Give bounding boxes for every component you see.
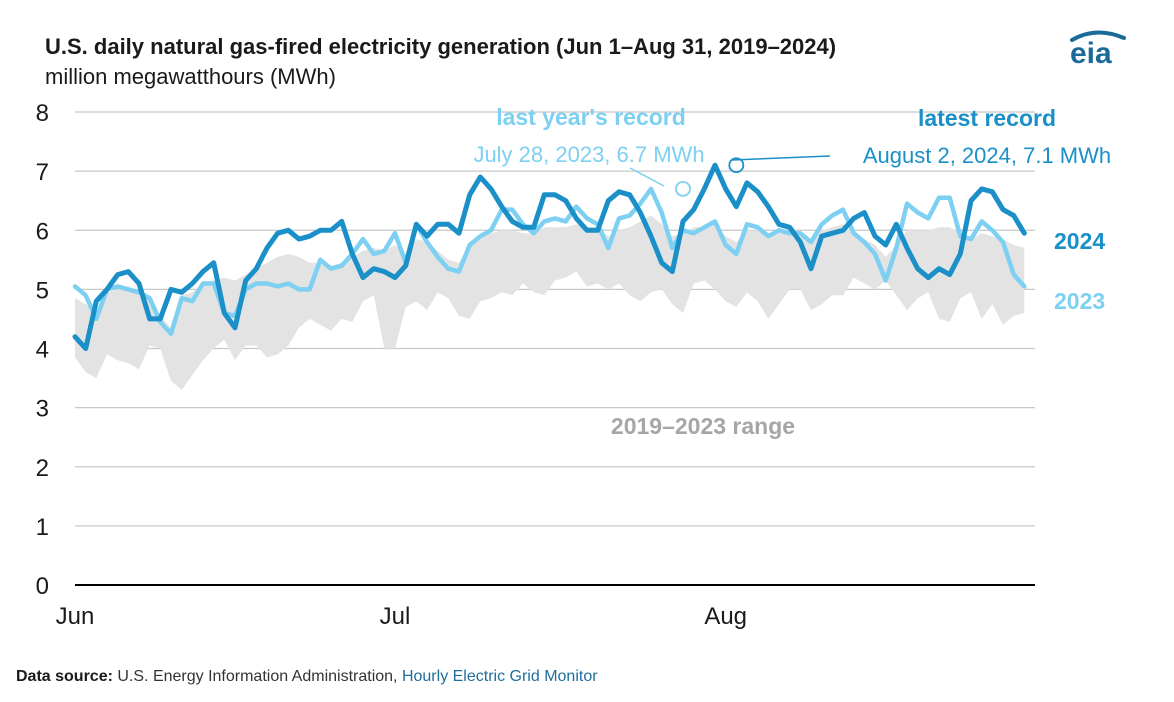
y-tick-label-4: 4 xyxy=(36,337,49,364)
last-year-record-detail: July 28, 2023, 6.7 MWh xyxy=(473,142,704,167)
record-marker-2023 xyxy=(675,180,691,197)
y-tick-label-8: 8 xyxy=(36,100,49,127)
last-year-leader-line xyxy=(629,167,665,187)
eia-logo: eia xyxy=(1070,30,1126,68)
y-tick-label-2: 2 xyxy=(36,455,49,482)
y-tick-label-6: 6 xyxy=(36,218,49,245)
latest-leader-line xyxy=(731,155,831,161)
series-line-2024 xyxy=(72,162,1027,351)
x-tick-label-jul: Jul xyxy=(380,603,411,630)
data-source: Data source: U.S. Energy Information Adm… xyxy=(16,668,598,686)
range-band-2019-2023 xyxy=(75,215,1025,390)
data-source-text: U.S. Energy Information Administration, xyxy=(117,668,398,685)
data-source-link[interactable]: Hourly Electric Grid Monitor xyxy=(401,668,598,685)
range-band-layer xyxy=(75,215,1025,390)
y-tick-label-3: 3 xyxy=(36,396,49,423)
y-tick-label-7: 7 xyxy=(36,159,49,186)
gridlines xyxy=(75,111,1035,586)
range-label: 2019–2023 range xyxy=(611,413,795,439)
chart-subtitle: million megawatthours (MWh) xyxy=(45,64,336,89)
eia-logo-swoosh xyxy=(1070,30,1126,42)
series-line-2023 xyxy=(72,186,1027,336)
last-year-record-heading: last year's record xyxy=(496,104,686,130)
x-axis-ticks: Jun Jul Aug xyxy=(56,603,747,630)
x-tick-label-aug: Aug xyxy=(704,603,747,630)
y-tick-label-5: 5 xyxy=(36,277,49,304)
legend-label-2024: 2024 xyxy=(1054,228,1105,254)
y-tick-label-1: 1 xyxy=(36,514,49,541)
series-layer xyxy=(72,157,1027,351)
latest-record-heading: latest record xyxy=(918,105,1056,131)
eia-logo-text: eia xyxy=(1070,37,1112,68)
record-marker-2024 xyxy=(728,157,745,174)
latest-record-detail: August 2, 2024, 7.1 MWh xyxy=(863,143,1111,168)
annotation-layer: 2019–2023 range last year's record July … xyxy=(473,104,1111,439)
chart-title: U.S. daily natural gas-fired electricity… xyxy=(45,34,837,59)
y-tick-label-0: 0 xyxy=(36,573,49,600)
legend-label-2023: 2023 xyxy=(1054,288,1105,314)
y-axis-ticks: 0 1 2 3 4 5 6 7 8 xyxy=(36,100,49,600)
x-tick-label-jun: Jun xyxy=(56,603,95,630)
data-source-label: Data source: xyxy=(16,668,113,685)
